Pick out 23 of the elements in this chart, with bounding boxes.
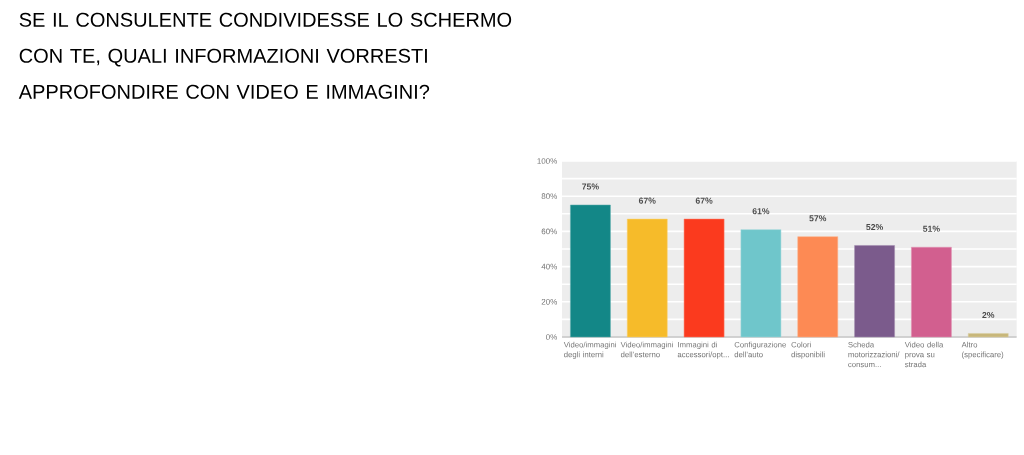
text: SE IL CONSULENTE CONDIVIDESSE LO SCHERMO CON TE, QUALI INFORMAZIONI VORRESTI APPROFONDIRE CON VIDEO E IMMAGINI? [18, 12, 512, 99]
bar [740, 229, 782, 338]
data-label: 2% [982, 311, 995, 319]
data-label: 67% [638, 197, 656, 204]
data-label: 57% [809, 215, 827, 222]
bar [854, 245, 895, 338]
data-label: 51% [923, 225, 940, 232]
data-label: 75% [582, 183, 599, 190]
y-tick-label: 40% [541, 263, 558, 270]
bar [683, 218, 725, 338]
bar [797, 236, 839, 338]
bar [626, 218, 668, 338]
bar [911, 246, 952, 338]
y-tick-label: 0% [546, 334, 558, 340]
bar [570, 204, 611, 338]
y-tick-label: 80% [541, 193, 558, 200]
data-label: 67% [695, 197, 713, 204]
data-label: 61% [752, 208, 770, 215]
y-tick-label: 60% [541, 228, 558, 235]
y-tick-label: 100% [537, 158, 558, 164]
bar [967, 333, 1009, 338]
y-tick-label: 20% [541, 298, 558, 305]
data-label: 52% [866, 223, 884, 231]
